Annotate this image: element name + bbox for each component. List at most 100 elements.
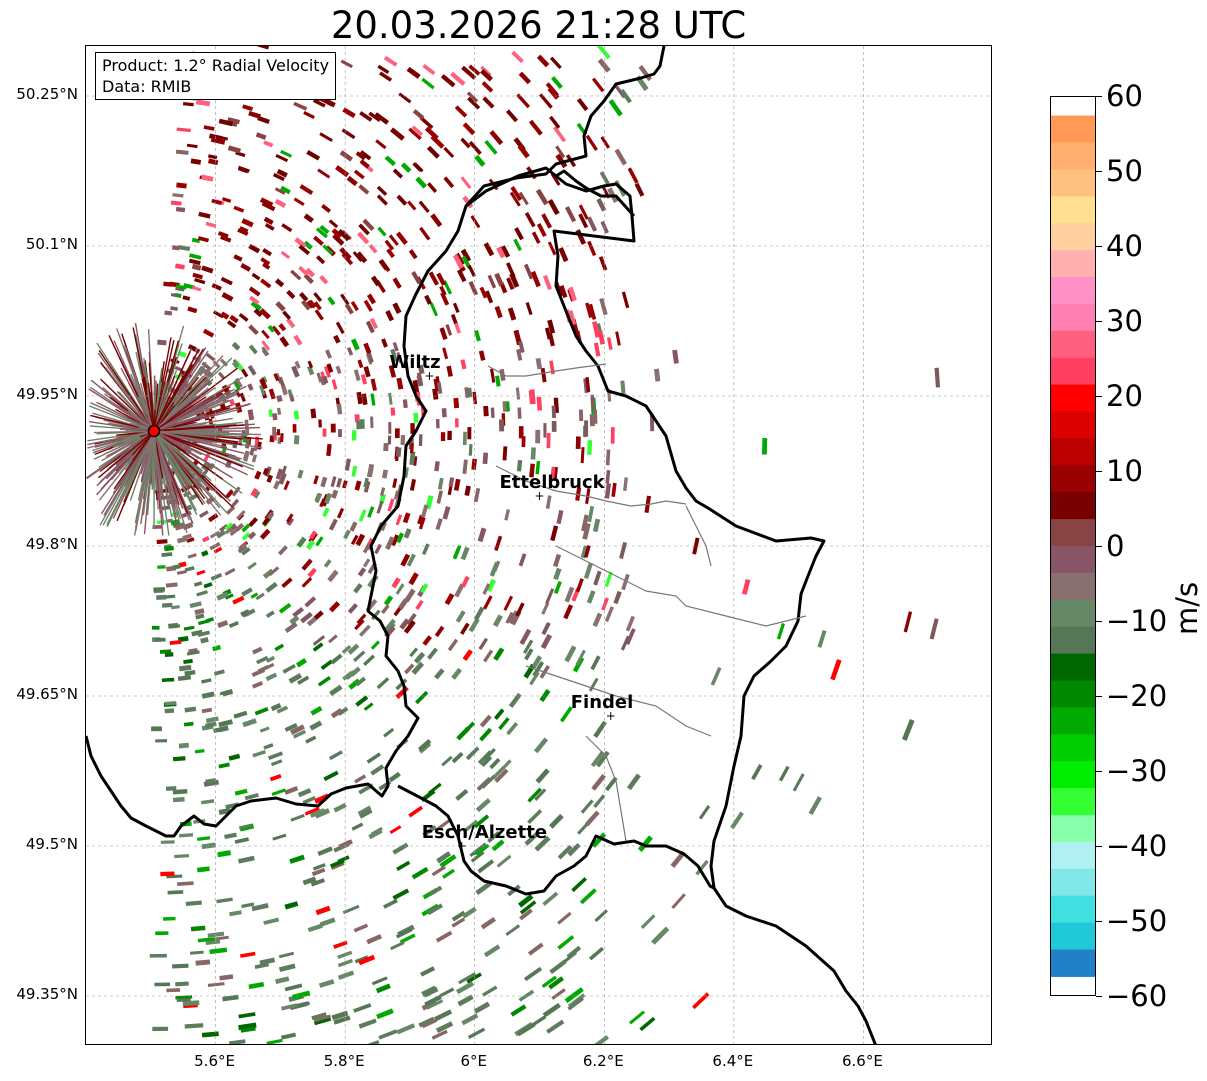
- velocity-echo-bin: [429, 302, 439, 317]
- clutter-ray: [153, 430, 224, 480]
- velocity-echo-bin: [221, 292, 234, 302]
- velocity-echo-bin: [929, 618, 939, 640]
- velocity-echo-bin: [487, 830, 501, 843]
- velocity-echo-bin: [461, 1013, 479, 1026]
- velocity-echo-bin: [293, 410, 300, 420]
- velocity-echo-bin: [176, 570, 187, 575]
- velocity-echo-bin: [481, 81, 494, 93]
- velocity-echo-bin: [213, 669, 225, 676]
- x-tick-label: 6.2°E: [582, 1052, 624, 1070]
- clutter-ray: [130, 430, 155, 474]
- velocity-echoes: [86, 46, 941, 1044]
- velocity-echo-bin: [224, 832, 237, 839]
- velocity-echo-bin: [293, 101, 308, 111]
- velocity-echo-bin: [280, 185, 291, 195]
- velocity-echo-bin: [392, 842, 409, 855]
- velocity-echo-bin: [291, 365, 300, 378]
- velocity-echo-bin: [313, 235, 324, 246]
- velocity-echo-bin: [509, 272, 520, 288]
- clutter-ray: [153, 430, 176, 508]
- velocity-echo-bin: [579, 888, 597, 905]
- velocity-echo-bin: [278, 602, 292, 614]
- velocity-echo-bin: [654, 368, 661, 382]
- velocity-echo-bin: [210, 137, 226, 145]
- velocity-echo-bin: [527, 809, 543, 825]
- velocity-echo-bin: [281, 385, 288, 396]
- velocity-echo-bin: [470, 850, 485, 863]
- velocity-echo-bin: [467, 427, 472, 440]
- velocity-echo-bin: [590, 394, 595, 411]
- velocity-echo-bin: [244, 793, 259, 801]
- colorbar-segment: [1051, 815, 1095, 843]
- velocity-echo-bin: [529, 389, 536, 405]
- velocity-echo-bin: [239, 392, 246, 402]
- velocity-echo-bin: [272, 413, 278, 421]
- velocity-echo-bin: [516, 93, 531, 109]
- velocity-echo-bin: [404, 663, 415, 675]
- velocity-echo-bin: [486, 578, 496, 593]
- radar-map[interactable]: + Wiltz + Ettelbruck + Findel + Esch/Alzette: [85, 45, 992, 1045]
- velocity-echo-bin: [229, 527, 239, 536]
- velocity-echo-bin: [294, 360, 301, 369]
- velocity-echo-bin: [250, 300, 262, 312]
- velocity-echo-bin: [241, 532, 251, 541]
- clutter-ray: [89, 421, 155, 432]
- velocity-echo-bin: [431, 1029, 448, 1040]
- velocity-echo-bin: [272, 172, 285, 182]
- colorbar-tick-mark: [1096, 921, 1102, 922]
- velocity-echo-bin: [166, 988, 181, 993]
- velocity-echo-bin: [240, 263, 252, 272]
- velocity-echo-bin: [279, 336, 290, 348]
- velocity-echo-bin: [151, 625, 160, 630]
- colorbar-segment: [1051, 788, 1095, 816]
- colorbar-tick-label: 30: [1106, 304, 1143, 338]
- colorbar-tick-mark: [1096, 696, 1102, 697]
- velocity-echo-bin: [672, 349, 679, 364]
- velocity-echo-bin: [620, 635, 630, 651]
- colorbar-tick-label: 0: [1106, 529, 1125, 563]
- velocity-echo-bin: [383, 55, 398, 67]
- velocity-echo-bin: [388, 422, 392, 434]
- velocity-echo-bin: [349, 521, 358, 532]
- velocity-echo-bin: [339, 247, 352, 260]
- velocity-echo-bin: [481, 756, 493, 768]
- velocity-echo-bin: [567, 842, 581, 857]
- velocity-echo-bin: [271, 325, 281, 336]
- velocity-echo-bin: [536, 396, 543, 411]
- velocity-echo-bin: [207, 982, 225, 988]
- velocity-echo-bin: [468, 617, 480, 633]
- velocity-echo-bin: [451, 751, 464, 764]
- velocity-echo-bin: [549, 115, 561, 129]
- velocity-echo-bin: [293, 435, 300, 445]
- velocity-echo-bin: [283, 480, 290, 491]
- velocity-echo-bin: [437, 477, 444, 490]
- velocity-echo-bin: [568, 286, 577, 302]
- velocity-echo-bin: [741, 578, 751, 595]
- velocity-echo-bin: [374, 543, 382, 555]
- velocity-echo-bin: [466, 91, 479, 103]
- velocity-echo-bin: [184, 706, 197, 713]
- clutter-ray: [153, 430, 221, 509]
- velocity-echo-bin: [535, 188, 549, 206]
- clutter-ray: [153, 430, 193, 485]
- x-tick-label: 5.6°E: [194, 1052, 235, 1070]
- velocity-echo-bin: [286, 317, 296, 329]
- map-title: 20.03.2026 21:28 UTC: [330, 4, 747, 47]
- velocity-echo-bin: [213, 726, 224, 733]
- velocity-echo-bin: [203, 582, 213, 589]
- velocity-echo-bin: [591, 832, 607, 848]
- velocity-echo-bin: [353, 583, 363, 594]
- velocity-echo-bin: [308, 299, 317, 309]
- velocity-echo-bin: [189, 601, 202, 609]
- velocity-echo-bin: [260, 257, 271, 266]
- velocity-echo-bin: [403, 620, 416, 634]
- colorbar-segment: [1051, 492, 1095, 520]
- velocity-echo-bin: [221, 197, 232, 203]
- velocity-echo-bin: [161, 677, 175, 683]
- velocity-echo-bin: [409, 451, 416, 466]
- velocity-echo-bin: [207, 158, 219, 166]
- velocity-echo-bin: [203, 452, 211, 463]
- velocity-echo-bin: [417, 364, 425, 375]
- y-tick-label: 49.95°N: [16, 385, 78, 403]
- velocity-echo-bin: [343, 529, 351, 540]
